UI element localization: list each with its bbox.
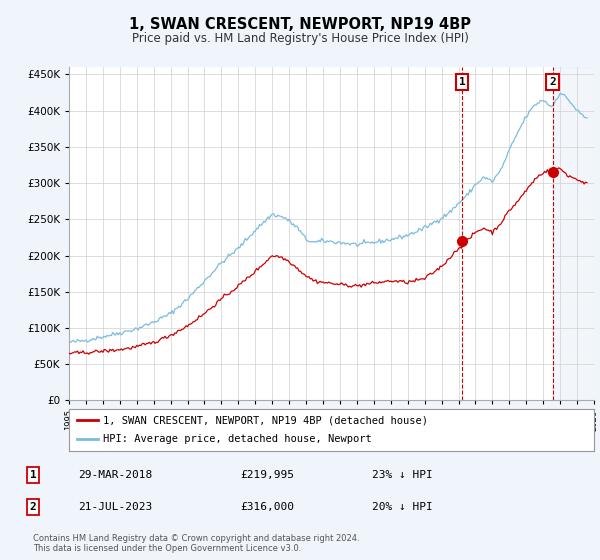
Bar [553, 67, 600, 400]
Text: 21-JUL-2023: 21-JUL-2023 [78, 502, 152, 512]
Text: Contains HM Land Registry data © Crown copyright and database right 2024.
This d: Contains HM Land Registry data © Crown c… [33, 534, 359, 553]
Text: HPI: Average price, detached house, Newport: HPI: Average price, detached house, Newp… [103, 435, 372, 445]
Text: 29-MAR-2018: 29-MAR-2018 [78, 470, 152, 480]
Text: 2: 2 [549, 77, 556, 87]
Text: £316,000: £316,000 [240, 502, 294, 512]
Text: 1, SWAN CRESCENT, NEWPORT, NP19 4BP: 1, SWAN CRESCENT, NEWPORT, NP19 4BP [129, 17, 471, 32]
Text: Price paid vs. HM Land Registry's House Price Index (HPI): Price paid vs. HM Land Registry's House … [131, 32, 469, 45]
Text: 1: 1 [459, 77, 466, 87]
Text: 20% ↓ HPI: 20% ↓ HPI [372, 502, 433, 512]
Text: 1, SWAN CRESCENT, NEWPORT, NP19 4BP (detached house): 1, SWAN CRESCENT, NEWPORT, NP19 4BP (det… [103, 415, 428, 425]
Text: 1: 1 [29, 470, 37, 480]
Text: £219,995: £219,995 [240, 470, 294, 480]
Text: 2: 2 [29, 502, 37, 512]
Text: 23% ↓ HPI: 23% ↓ HPI [372, 470, 433, 480]
Bar [553, 67, 600, 400]
